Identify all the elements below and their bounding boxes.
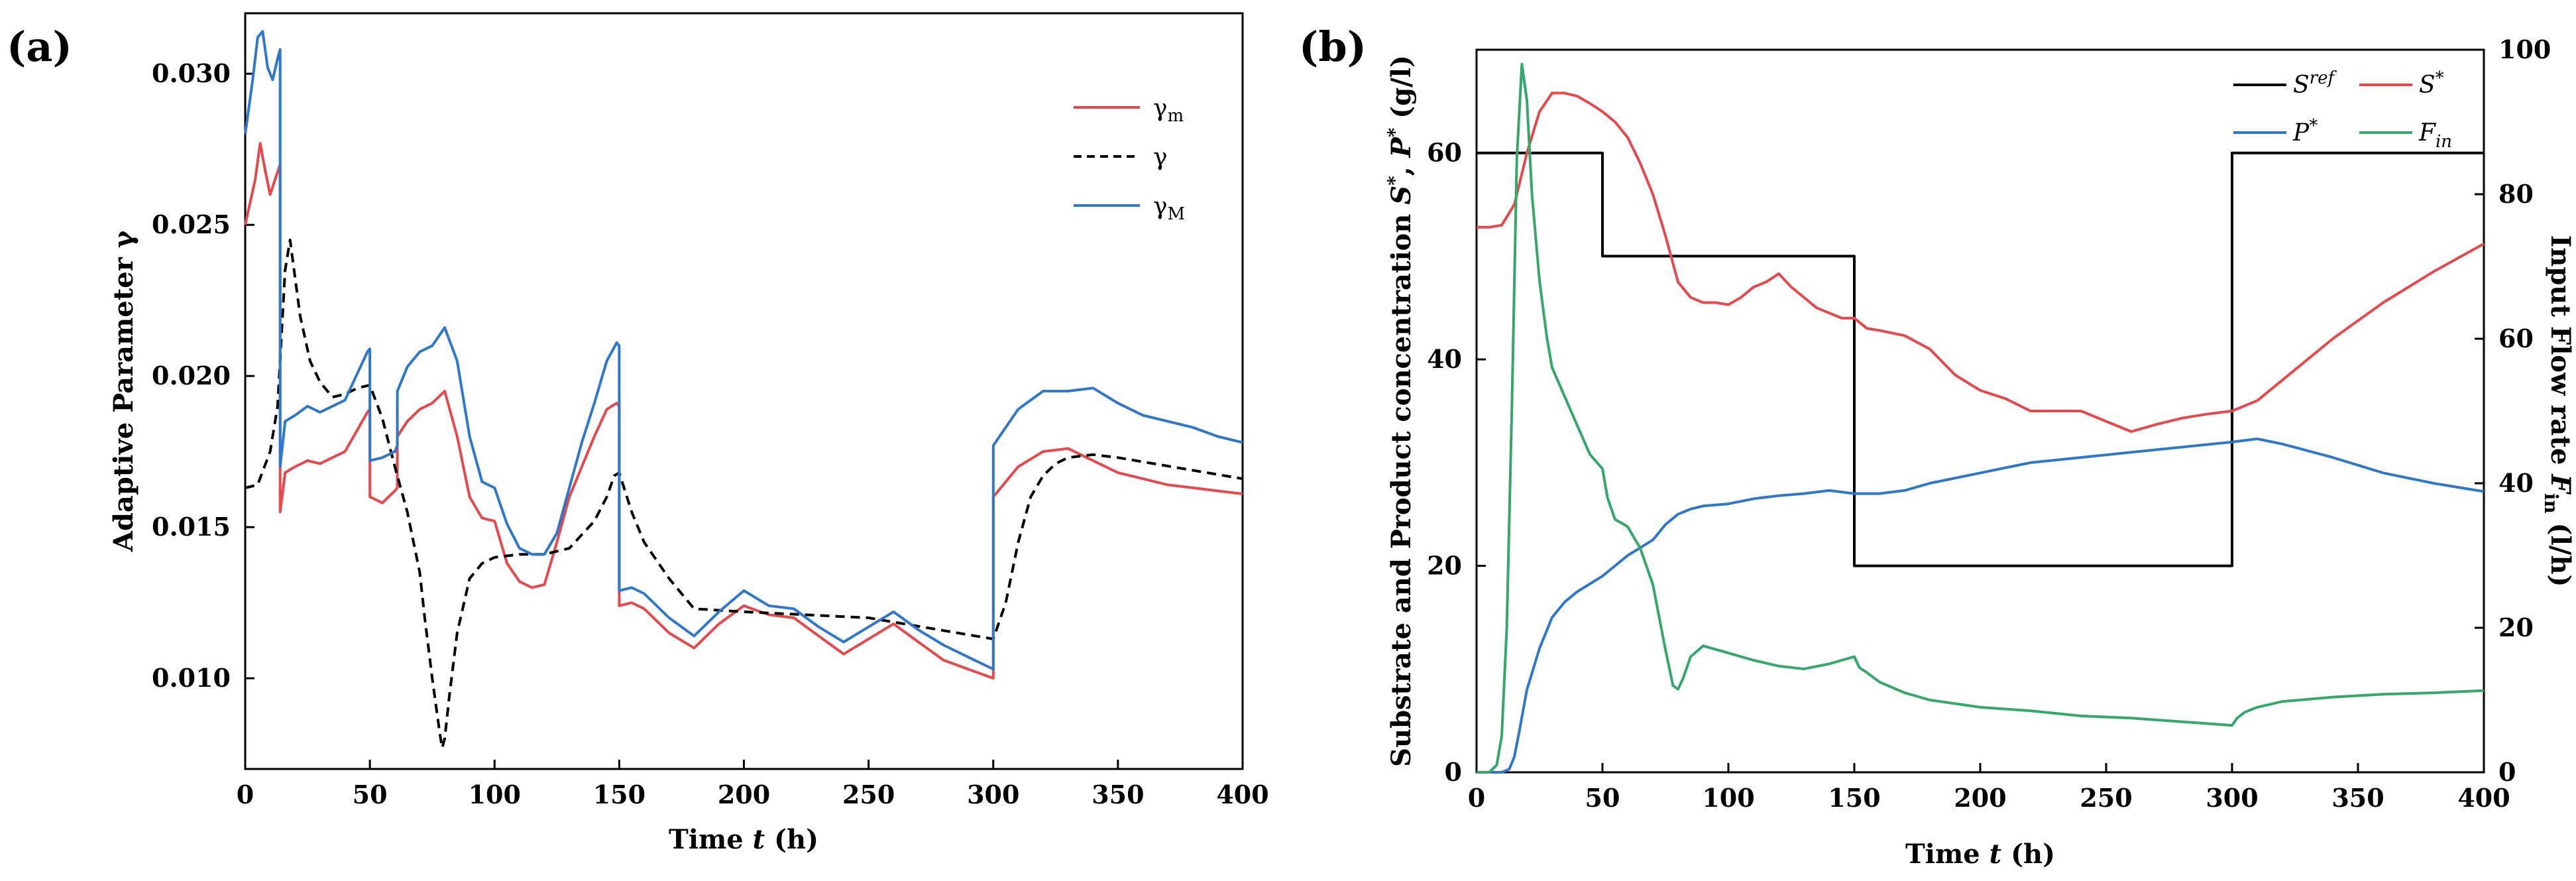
chart-a-series-2 [244,30,1243,671]
chart-b-y2-tick-label-60: 60 [2498,323,2534,353]
chart-b-y2-tick-label-40: 40 [2498,468,2534,498]
chart-panel-b: 0 50 100 150 200 250 300 350 4000204060020406080… [1384,34,2576,870]
legend-b-s-label: S* [2419,68,2444,99]
chart-a-y-tick-label-0: 0.010 [152,663,231,693]
chart-a-series-0 [244,142,1243,680]
legend-b-p-label: P* [2292,116,2318,147]
chart-b-frame [1475,48,2485,774]
chart-b-series [1477,62,2485,774]
chart-b-y2-tick-label-100: 100 [2498,34,2551,64]
chart-a-series-1 [245,239,1243,750]
chart-b-x-tick-label-200: 200 [1954,783,2006,813]
chart-a-x-tick-label-300: 300 [967,780,1019,809]
chart-a-x-tick-label-150: 150 [593,780,645,809]
chart-b-ticks: 0 50 100 150 200 250 300 350 4000204060020406080… [1427,34,2551,813]
chart-a-ticks: 0 50 100 150 200 250 300 350 400 0.010 0.015 0.020 0… [152,58,1269,809]
chart-b-y-axis-title: Substrate and Product concentration S*, … [1384,55,1417,767]
chart-b-x-tick-label-100: 100 [1702,783,1754,813]
chart-a-x-tick-label-350: 350 [1092,780,1144,809]
chart-a-y-axis-title: Adaptive Parameter γ [108,230,139,552]
chart-a-series [244,30,1243,750]
chart-a-x-tick-label-400: 400 [1216,780,1268,809]
chart-b-y-tick-label-2: 40 [1427,344,1462,374]
chart-a-x-tick-label-100: 100 [469,780,521,809]
chart-b-legend: Sref S* P* Fin [2233,68,2452,152]
chart-b-series-2 [1477,438,2485,774]
chart-b-x-tick-label-250: 250 [2080,783,2132,813]
chart-a-x-tick-label-0: 0 [237,780,254,809]
chart-a-legend: γm γ γM [1074,95,1185,224]
chart-a-y-tick-label-4: 0.030 [152,58,231,88]
chart-a-x-tick-label-250: 250 [842,780,895,809]
legend-a-gamma-M-label: γM [1153,193,1185,224]
chart-b-x-tick-label-0: 0 [1468,783,1485,813]
legend-a-gamma-m-label: γm [1153,95,1184,126]
chart-panel-a: 0 50 100 150 200 250 300 350 400 0.010 0.015 0.020 0… [108,12,1269,855]
chart-b-y-tick-label-3: 60 [1427,138,1462,168]
chart-a-x-tick-label-200: 200 [718,780,770,809]
chart-b-series-3 [1477,62,2485,774]
chart-a-x-tick-label-50: 50 [353,780,388,809]
chart-b-x-tick-label-50: 50 [1585,783,1620,813]
panel-a-label: (a) [7,23,72,71]
chart-b-y2-axis-title: Input Flow rate Fin (l/h) [2540,235,2576,587]
chart-b-y2-tick-label-80: 80 [2498,179,2534,209]
chart-a-y-tick-label-2: 0.020 [152,361,231,390]
panel-b-label: (b) [1299,23,1367,71]
chart-b-series-0 [1477,151,2484,567]
chart-b-x-axis-title: Time t (h) [1905,839,2055,870]
chart-b-y-tick-label-1: 20 [1427,551,1462,581]
chart-a-y-tick-label-3: 0.025 [152,209,231,239]
legend-b-sref-label: Sref [2293,68,2337,99]
chart-b-y2-tick-label-0: 0 [2498,757,2516,787]
chart-b-y2-tick-label-20: 20 [2498,613,2534,642]
chart-b-x-tick-label-150: 150 [1828,783,1880,813]
legend-a-gamma-label: γ [1153,144,1168,171]
legend-b-f-label: Fin [2418,119,2452,152]
chart-a-y-tick-label-1: 0.015 [152,512,231,542]
chart-b-x-tick-label-350: 350 [2331,783,2384,813]
chart-b-series-1 [1477,91,2485,434]
chart-b-x-tick-label-300: 300 [2206,783,2258,813]
chart-a-frame [244,12,1244,770]
chart-a-x-axis-title: Time t (h) [669,824,818,855]
chart-b-x-tick-label-400: 400 [2457,783,2510,813]
chart-b-y-tick-label-0: 0 [1445,757,1462,787]
